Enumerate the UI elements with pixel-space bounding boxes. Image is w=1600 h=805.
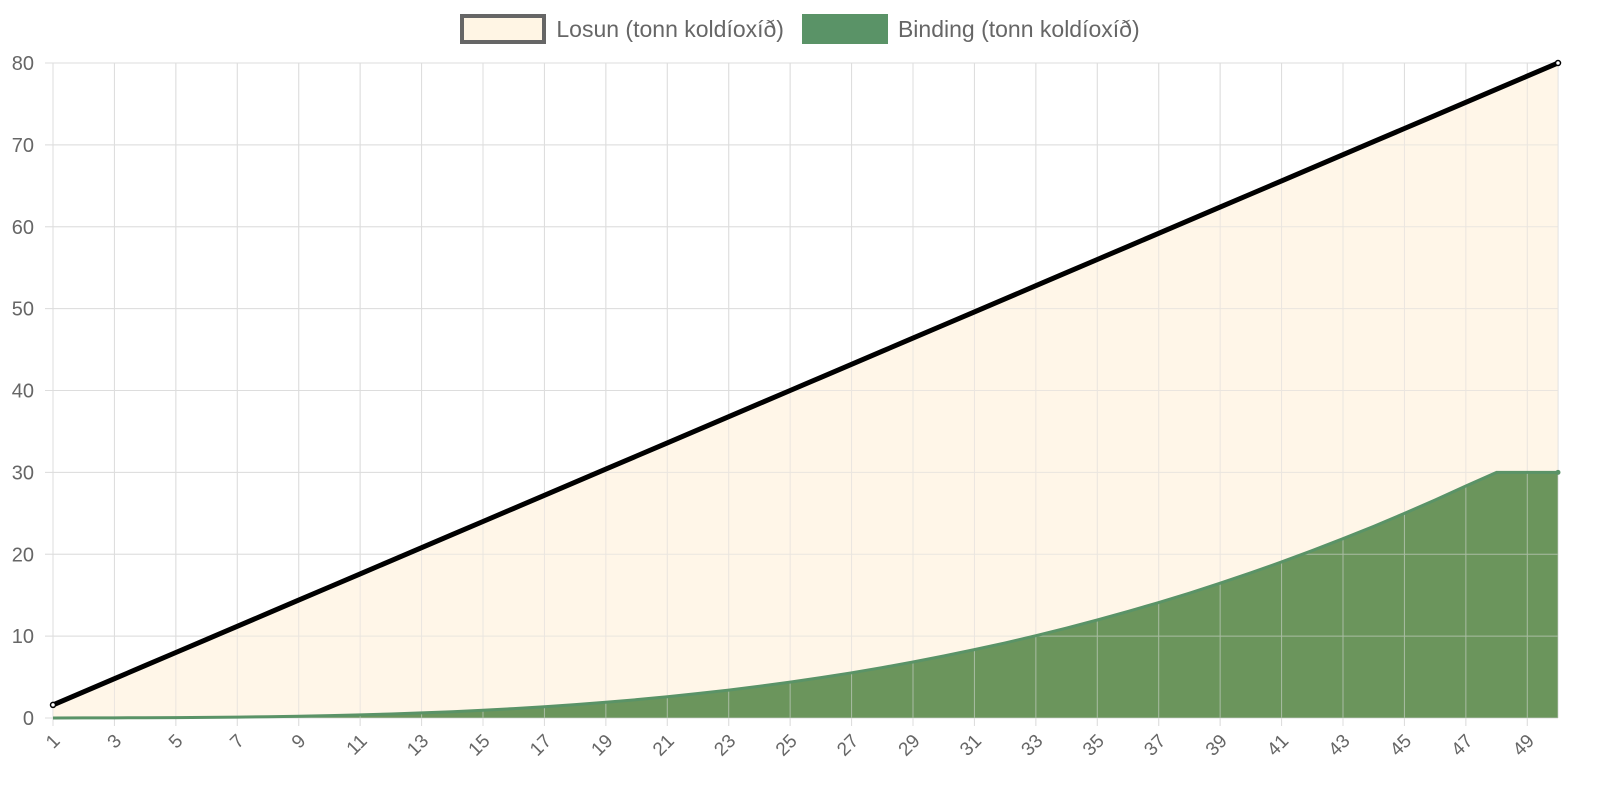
grid-overlay	[45, 62, 1559, 726]
y-tick-label: 50	[12, 299, 34, 321]
y-tick-label: 0	[23, 708, 34, 730]
x-tick-label: 5	[165, 731, 187, 753]
y-tick-label: 30	[12, 462, 34, 484]
y-tick-label: 10	[12, 626, 34, 648]
point-losun-start	[49, 701, 57, 709]
x-tick-label: 29	[895, 731, 925, 761]
x-tick-label: 39	[1202, 731, 1232, 761]
y-tick-label: 80	[12, 53, 34, 75]
x-tick-label: 7	[226, 731, 248, 753]
x-tick-label: 41	[1263, 731, 1293, 761]
y-tick-label: 70	[12, 135, 34, 157]
legend-item-losun[interactable]: Losun (tonn koldíoxíð)	[460, 14, 784, 44]
x-tick-label: 17	[526, 731, 556, 761]
series-binding-area	[53, 472, 1558, 718]
x-tick-label: 35	[1079, 731, 1109, 761]
legend-item-binding[interactable]: Binding (tonn koldíoxíð)	[801, 14, 1140, 44]
x-tick-label: 31	[956, 731, 986, 761]
x-tick-label: 13	[403, 731, 433, 761]
legend-swatch-losun	[460, 14, 547, 44]
x-tick-label: 3	[104, 731, 126, 753]
legend-swatch-binding	[801, 14, 888, 44]
x-tick-label: 1	[42, 731, 64, 753]
x-tick-label: 23	[710, 731, 740, 761]
x-tick-label: 21	[649, 731, 679, 761]
y-tick-label: 60	[12, 217, 34, 239]
x-tick-label: 37	[1140, 731, 1170, 761]
x-tick-label: 45	[1386, 731, 1416, 761]
x-tick-label: 9	[288, 731, 310, 753]
series-binding-line	[52, 470, 1558, 720]
x-tick-label: 27	[833, 731, 863, 761]
x-tick-label: 43	[1325, 731, 1355, 761]
legend-label-binding: Binding (tonn koldíoxíð)	[897, 15, 1140, 42]
y-tick-label: 20	[12, 544, 34, 566]
y-tick-label: 40	[12, 381, 34, 403]
series-losun-line	[50, 60, 1561, 708]
x-tick-label: 15	[465, 731, 495, 761]
point-losun-end	[1554, 59, 1562, 67]
x-tick-label: 19	[588, 731, 618, 761]
x-tick-label: 47	[1448, 731, 1478, 761]
x-tick-label: 33	[1018, 731, 1048, 761]
legend: Losun (tonn koldíoxíð) Binding (tonn kol…	[0, 14, 1600, 44]
legend-label-losun: Losun (tonn koldíoxíð)	[556, 15, 784, 42]
x-tick-label: 25	[772, 731, 802, 761]
point-binding-end	[1555, 469, 1561, 475]
x-tick-label: 11	[343, 731, 372, 760]
x-tick-label: 49	[1509, 731, 1539, 761]
